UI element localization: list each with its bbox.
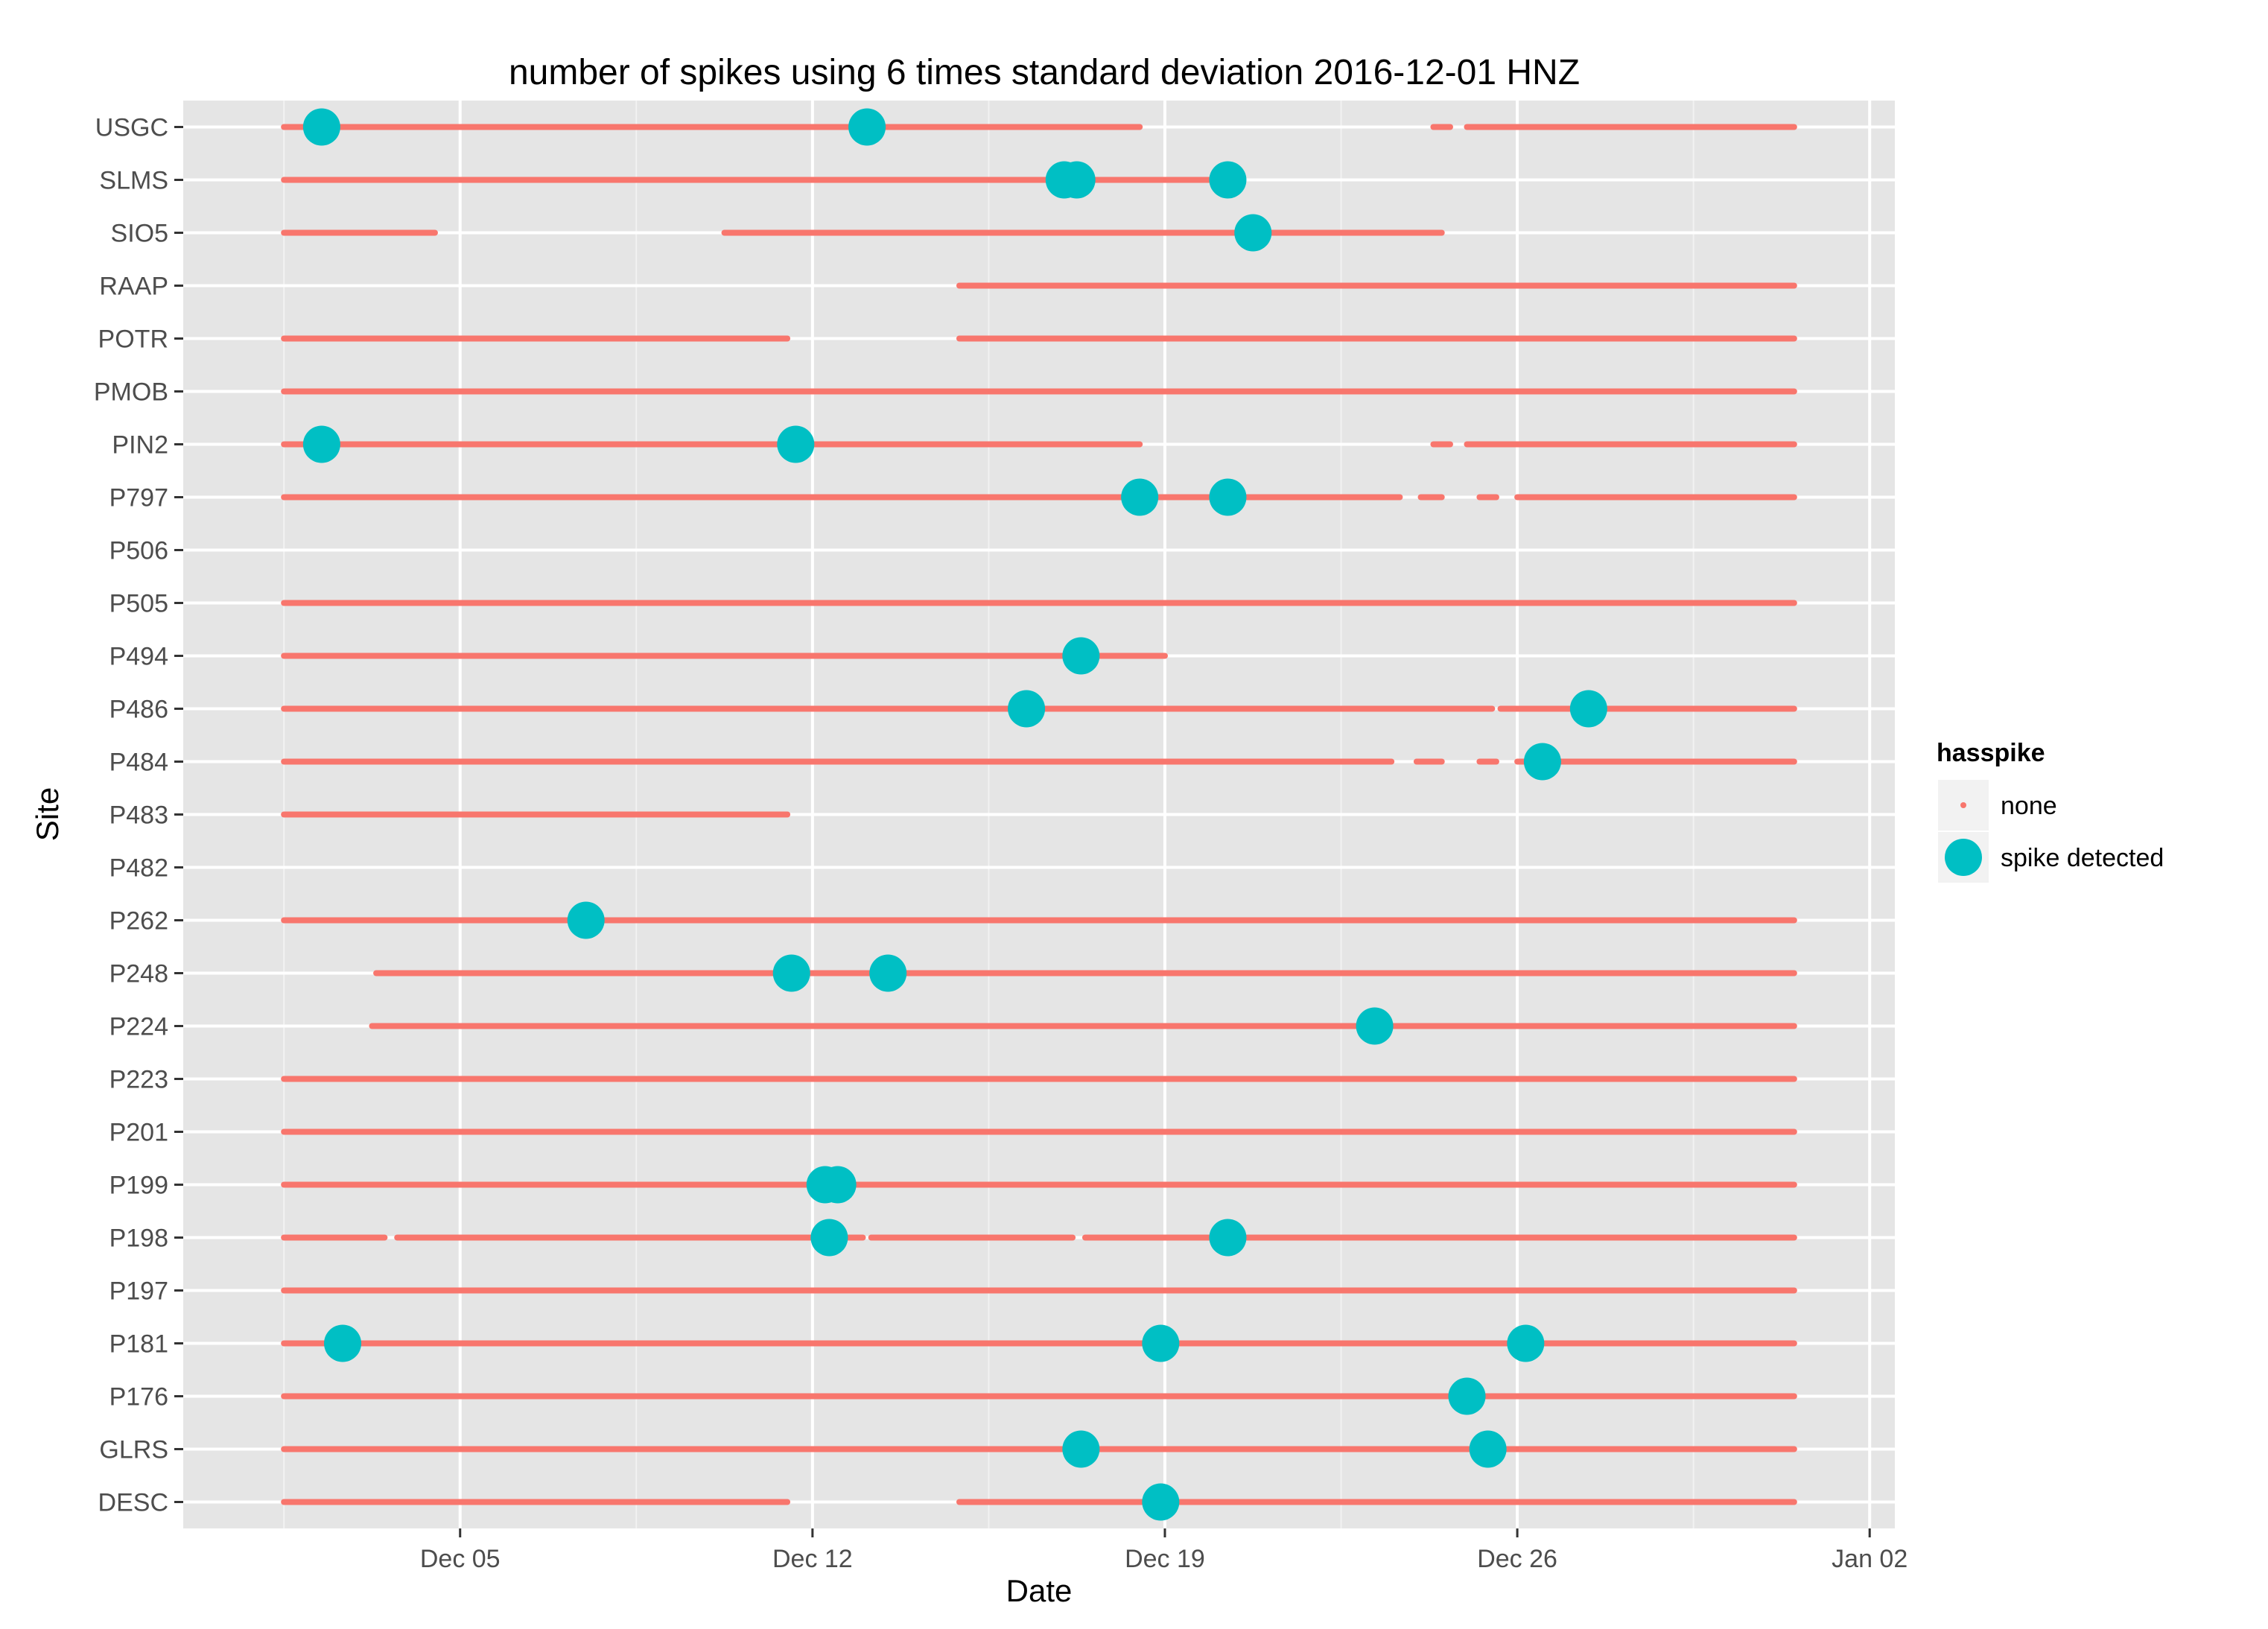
y-tick-label: P505: [109, 590, 168, 618]
y-tick-label: P197: [109, 1277, 168, 1306]
spike-point-p486: [1008, 690, 1046, 728]
spike-point-slms: [1058, 161, 1096, 199]
x-axis-label: Date: [1006, 1573, 1073, 1608]
y-tick-label: SLMS: [99, 167, 168, 195]
spike-point-slms: [1209, 161, 1247, 199]
y-axis-ticks: USGC SLMS SIO5 RAAP POTR PMOB PIN2 P797 P506 P505…: [94, 114, 183, 1517]
y-tick-label: P181: [109, 1330, 168, 1359]
y-tick-label: P223: [109, 1066, 168, 1094]
spike-point-p262: [567, 901, 605, 939]
y-tick-label: P198: [109, 1225, 168, 1253]
x-axis-ticks: Dec 05 Dec 12 Dec 19 Dec 26 Jan 02: [420, 1528, 1908, 1573]
spike-point-p248: [772, 954, 810, 992]
y-tick-label: USGC: [95, 114, 168, 142]
spike-point-p797: [1121, 478, 1159, 516]
y-tick-label: RAAP: [99, 273, 168, 301]
spike-point-p176: [1448, 1377, 1486, 1415]
y-tick-label: P199: [109, 1172, 168, 1200]
spike-points: [302, 108, 1607, 1521]
y-tick-label: P494: [109, 643, 168, 671]
coverage-lines: [281, 124, 1797, 1505]
y-tick-label: P248: [109, 960, 168, 988]
spike-point-p494: [1062, 637, 1100, 675]
x-tick-label: Dec 26: [1477, 1545, 1557, 1573]
y-tick-label: P483: [109, 801, 168, 830]
y-tick-label: DESC: [98, 1489, 168, 1517]
spike-point-p486: [1569, 690, 1607, 728]
x-tick-label: Jan 02: [1832, 1545, 1908, 1573]
spike-point-p484: [1523, 743, 1561, 781]
spike-point-p181: [1142, 1324, 1180, 1362]
legend-label-spike: spike detected: [2001, 844, 2164, 872]
spike-point-p199: [819, 1166, 857, 1204]
spike-point-glrs: [1469, 1430, 1507, 1468]
y-tick-label: GLRS: [99, 1436, 168, 1464]
y-axis-label: Site: [30, 787, 65, 841]
x-tick-label: Dec 12: [772, 1545, 853, 1573]
chart-title: number of spikes using 6 times standard …: [509, 53, 1580, 92]
y-tick-label: P797: [109, 484, 168, 512]
legend-label-none: none: [2001, 792, 2057, 820]
legend-dot-none: [1960, 802, 1966, 808]
spike-point-pin2: [302, 425, 340, 463]
spike-point-p797: [1209, 478, 1247, 516]
y-tick-label: PMOB: [94, 378, 168, 407]
spike-point-p198: [810, 1219, 848, 1257]
spike-point-p181: [324, 1324, 362, 1362]
spike-point-pin2: [777, 425, 815, 463]
y-tick-label: PIN2: [112, 431, 168, 460]
y-tick-label: P201: [109, 1119, 168, 1147]
x-tick-label: Dec 19: [1125, 1545, 1205, 1573]
spike-point-usgc: [848, 108, 886, 146]
spike-point-sio5: [1234, 214, 1272, 252]
y-tick-label: POTR: [98, 326, 168, 354]
y-tick-label: P484: [109, 749, 168, 777]
spike-point-usgc: [302, 108, 340, 146]
spike-point-p198: [1209, 1219, 1247, 1257]
y-tick-label: P224: [109, 1013, 168, 1041]
y-tick-label: SIO5: [111, 220, 168, 248]
y-tick-label: P486: [109, 696, 168, 724]
spike-point-desc: [1142, 1483, 1180, 1521]
spike-point-p181: [1507, 1324, 1545, 1362]
y-tick-label: P176: [109, 1383, 168, 1412]
y-tick-label: P262: [109, 907, 168, 936]
legend-dot-spike: [1945, 839, 1982, 876]
legend-title: hasspike: [1937, 739, 2045, 767]
y-tick-label: P506: [109, 537, 168, 565]
spike-point-p248: [869, 954, 907, 992]
spike-point-p224: [1356, 1007, 1394, 1045]
spike-point-glrs: [1062, 1430, 1100, 1468]
y-tick-label: P482: [109, 854, 168, 883]
x-tick-label: Dec 05: [420, 1545, 501, 1573]
legend: hasspike none spike detected: [1937, 739, 2164, 883]
